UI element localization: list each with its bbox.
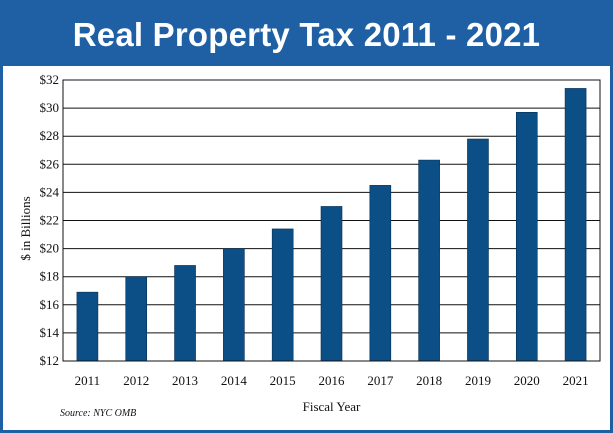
source-note: Source: NYC OMB [60,408,136,419]
x-tick-label: 2013 [172,373,198,388]
y-tick-label: $24 [40,184,60,199]
bar-2017 [369,185,392,362]
y-tick-label: $20 [40,241,60,256]
bar-2021 [564,88,587,362]
x-tick-label: 2020 [514,373,540,388]
bar-2013 [174,265,196,362]
bar-2019 [467,138,489,362]
plot-area-border [62,79,601,362]
bar-2020 [515,112,538,362]
x-tick-label: 2014 [221,373,248,388]
x-tick-label: 2012 [123,373,149,388]
y-tick-labels: $12 $14 $16 $18 $20 $22 $24 $26 $28 $30 $32 [40,72,60,368]
x-tick-label: 2015 [270,373,296,388]
x-tick-labels: 2011 2012 2013 2014 2015 2016 2017 2018 2019 2020… [75,373,589,388]
title-banner: Real Property Tax 2011 - 2021 [3,3,610,66]
bar-2011 [76,291,99,362]
x-tick-label: 2011 [75,373,101,388]
y-tick-label: $32 [40,72,60,87]
bar-2016 [320,206,343,362]
x-axis-label: Fiscal Year [303,399,361,414]
y-tick-label: $28 [40,128,60,143]
y-axis-label: $ in Billions [18,196,33,260]
bar-2018 [418,159,440,362]
y-tick-label: $14 [40,325,60,340]
y-tick-label: $30 [40,100,60,115]
x-tick-label: 2017 [367,373,394,388]
bars [76,88,587,362]
bar-2014 [223,248,245,362]
y-tick-label: $16 [40,297,60,312]
bar-2015 [271,228,294,362]
x-tick-label: 2019 [465,373,491,388]
x-tick-label: 2018 [416,373,442,388]
y-tick-label: $18 [40,269,60,284]
y-tick-label: $12 [40,353,60,368]
x-tick-label: 2016 [319,373,346,388]
y-tick-label: $22 [40,213,60,228]
bar-2012 [125,276,148,362]
x-tick-label: 2021 [563,373,589,388]
chart-title: Real Property Tax 2011 - 2021 [72,15,541,53]
y-tick-label: $26 [40,156,60,171]
